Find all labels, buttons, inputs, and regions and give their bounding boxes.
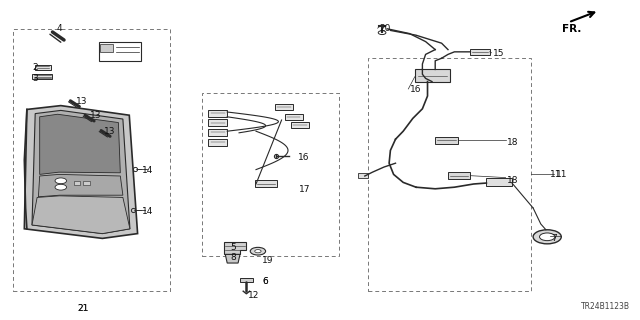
Bar [368, 58, 531, 291]
Text: 14: 14 [142, 166, 154, 175]
Circle shape [533, 230, 561, 244]
Text: 6: 6 [263, 277, 268, 286]
Bar [74, 181, 80, 185]
Bar [470, 49, 490, 55]
Bar [435, 137, 458, 144]
Polygon shape [32, 74, 52, 79]
Bar [415, 69, 450, 82]
Bar [208, 119, 227, 126]
Text: 18: 18 [507, 176, 518, 185]
Bar [255, 180, 277, 187]
Circle shape [55, 178, 67, 184]
Polygon shape [24, 106, 138, 238]
Bar [208, 129, 227, 136]
Text: 11: 11 [550, 170, 561, 179]
Text: 2: 2 [32, 63, 38, 72]
Text: 18: 18 [507, 138, 518, 147]
Polygon shape [225, 254, 240, 263]
Bar [13, 29, 170, 291]
Polygon shape [38, 174, 123, 197]
Circle shape [378, 31, 386, 35]
Circle shape [55, 184, 67, 190]
Text: TR24B1123B: TR24B1123B [581, 302, 630, 311]
Text: 13: 13 [90, 111, 101, 120]
Text: 4: 4 [56, 24, 62, 33]
Polygon shape [35, 65, 51, 70]
Polygon shape [224, 242, 246, 254]
Bar [100, 44, 113, 52]
Circle shape [250, 247, 266, 255]
Text: 21: 21 [77, 304, 89, 313]
Bar [448, 172, 470, 179]
Text: 14: 14 [142, 207, 154, 216]
Circle shape [255, 250, 261, 253]
Text: 17: 17 [299, 185, 310, 194]
Text: 13: 13 [76, 97, 87, 106]
Text: 5: 5 [230, 243, 236, 252]
Bar [291, 122, 309, 128]
Bar [202, 93, 339, 256]
Text: 3: 3 [32, 74, 38, 83]
Bar [240, 278, 253, 282]
Text: 8: 8 [230, 253, 236, 262]
Bar [99, 42, 141, 61]
Text: 13: 13 [104, 127, 116, 136]
Text: 19: 19 [262, 256, 274, 265]
Polygon shape [32, 110, 130, 234]
Text: 21: 21 [77, 304, 89, 313]
Circle shape [540, 233, 555, 241]
Bar [486, 178, 512, 186]
Polygon shape [40, 114, 120, 174]
Polygon shape [32, 196, 130, 234]
Text: FR.: FR. [562, 24, 581, 34]
Text: 6: 6 [263, 277, 268, 286]
Bar [285, 114, 303, 120]
Text: 15: 15 [493, 49, 504, 58]
Text: 16: 16 [410, 85, 421, 94]
Bar [208, 139, 227, 146]
Text: 12: 12 [248, 291, 259, 300]
Text: 11: 11 [556, 170, 567, 179]
Bar [208, 110, 227, 117]
Bar [275, 104, 293, 110]
Text: 16: 16 [298, 153, 309, 162]
Bar [83, 181, 90, 185]
Text: 20: 20 [379, 24, 390, 33]
Bar [358, 173, 368, 178]
Text: 7: 7 [552, 234, 557, 243]
